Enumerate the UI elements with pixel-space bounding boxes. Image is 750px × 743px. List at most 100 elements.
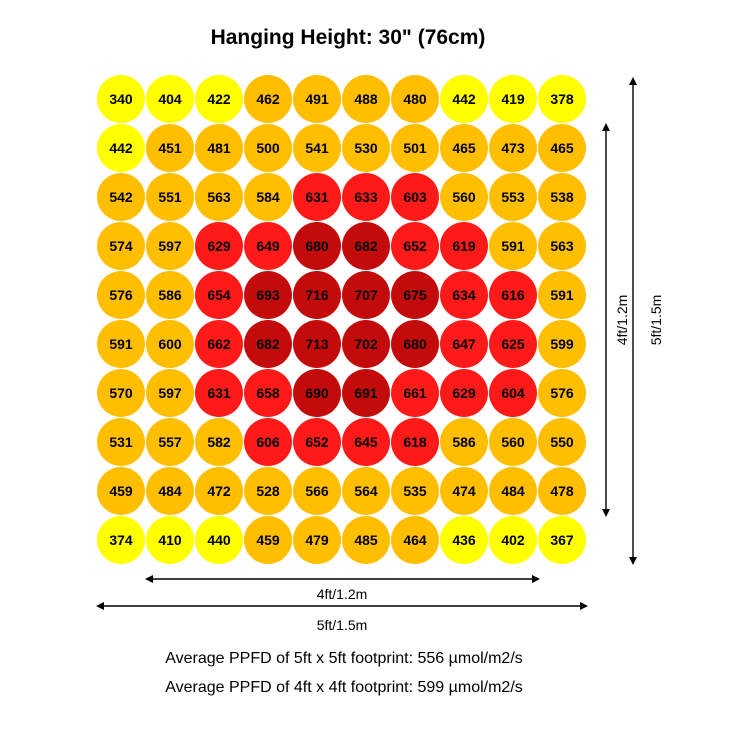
ppfd-cell-circle [146, 124, 194, 172]
ppfd-cell-circle [146, 173, 194, 221]
ppfd-cell-value: 629 [207, 238, 231, 254]
ppfd-cell-value: 603 [403, 189, 427, 205]
ppfd-cell-value: 451 [158, 140, 182, 156]
ppfd-cell-circle [538, 516, 586, 564]
ppfd-cell-circle [489, 173, 537, 221]
ppfd-cell-circle [342, 320, 390, 368]
ppfd-cell-value: 465 [452, 140, 476, 156]
ppfd-cell-circle [293, 467, 341, 515]
ppfd-cell-circle [195, 222, 243, 270]
ppfd-cell-circle [146, 271, 194, 319]
ppfd-cell-value: 465 [550, 140, 574, 156]
ppfd-cell-circle [391, 320, 439, 368]
ppfd-cell-circle [195, 320, 243, 368]
ppfd-cell-circle [342, 369, 390, 417]
average-5ft-footnote: Average PPFD of 5ft x 5ft footprint: 556… [165, 650, 523, 667]
ppfd-cell-value: 564 [354, 483, 378, 499]
ppfd-cell-value: 462 [256, 91, 280, 107]
ppfd-cell-circle [97, 75, 145, 123]
ppfd-cell-circle [195, 271, 243, 319]
ppfd-cell-circle [146, 222, 194, 270]
ppfd-cell-circle [538, 124, 586, 172]
ppfd-cell-value: 597 [158, 385, 182, 401]
ppfd-cell-circle [293, 124, 341, 172]
ppfd-cell-circle [195, 75, 243, 123]
ppfd-cell-value: 576 [550, 385, 574, 401]
ppfd-cell-circle [440, 271, 488, 319]
ppfd-cell-circle [244, 418, 292, 466]
ppfd-cell-circle [195, 467, 243, 515]
inner-vertical-label: 4ft/1.2m [614, 295, 630, 346]
ppfd-cell-value: 604 [501, 385, 525, 401]
ppfd-cell-circle [538, 418, 586, 466]
ppfd-cell-value: 616 [501, 287, 525, 303]
ppfd-cell-value: 713 [305, 336, 329, 352]
ppfd-cell-value: 557 [158, 434, 182, 450]
ppfd-cell-circle [244, 369, 292, 417]
ppfd-cell-circle [195, 173, 243, 221]
ppfd-cell-value: 576 [109, 287, 133, 303]
ppfd-cell-value: 631 [305, 189, 329, 205]
ppfd-cell-value: 550 [550, 434, 574, 450]
ppfd-cell-value: 634 [452, 287, 476, 303]
ppfd-cell-value: 402 [501, 532, 525, 548]
ppfd-cell-circle [293, 222, 341, 270]
ppfd-cell-circle [146, 467, 194, 515]
ppfd-cell-value: 440 [207, 532, 231, 548]
ppfd-cell-circle [391, 369, 439, 417]
ppfd-cell-value: 619 [452, 238, 476, 254]
ppfd-cell-circle [342, 173, 390, 221]
ppfd-cell-circle [440, 222, 488, 270]
ppfd-cell-circle [440, 369, 488, 417]
ppfd-cell-value: 473 [501, 140, 525, 156]
ppfd-cell-value: 442 [109, 140, 133, 156]
ppfd-cell-circle [391, 271, 439, 319]
ppfd-cell-value: 560 [501, 434, 525, 450]
ppfd-cell-value: 716 [305, 287, 329, 303]
ppfd-cell-circle [489, 320, 537, 368]
ppfd-cell-value: 531 [109, 434, 133, 450]
ppfd-cell-circle [391, 222, 439, 270]
ppfd-cell-circle [293, 75, 341, 123]
ppfd-cell-circle [195, 516, 243, 564]
ppfd-cell-circle [293, 320, 341, 368]
ppfd-cell-circle [293, 173, 341, 221]
ppfd-cell-circle [538, 75, 586, 123]
ppfd-cell-value: 680 [305, 238, 329, 254]
ppfd-cell-value: 591 [501, 238, 525, 254]
inner-horizontal-label: 4ft/1.2m [317, 586, 368, 602]
ppfd-cell-value: 563 [207, 189, 231, 205]
ppfd-cell-circle [244, 271, 292, 319]
ppfd-cell-value: 501 [403, 140, 427, 156]
ppfd-cell-value: 645 [354, 434, 378, 450]
ppfd-cell-circle [244, 173, 292, 221]
ppfd-cell-circle [97, 173, 145, 221]
ppfd-cell-value: 340 [109, 91, 133, 107]
ppfd-cell-value: 542 [109, 189, 133, 205]
ppfd-cell-circle [97, 516, 145, 564]
ppfd-cell-value: 591 [550, 287, 574, 303]
ppfd-cell-circle [489, 222, 537, 270]
ppfd-cell-value: 488 [354, 91, 378, 107]
ppfd-cell-circle [489, 418, 537, 466]
ppfd-cell-circle [440, 418, 488, 466]
ppfd-cell-value: 535 [403, 483, 427, 499]
ppfd-cell-circle [244, 467, 292, 515]
ppfd-cell-value: 570 [109, 385, 133, 401]
ppfd-cell-value: 459 [109, 483, 133, 499]
ppfd-cell-circle [391, 173, 439, 221]
ppfd-cell-circle [195, 369, 243, 417]
ppfd-cell-circle [146, 418, 194, 466]
ppfd-cell-value: 436 [452, 532, 476, 548]
ppfd-cell-circle [293, 418, 341, 466]
ppfd-cell-circle [97, 271, 145, 319]
ppfd-cell-value: 652 [403, 238, 427, 254]
ppfd-cell-circle [391, 516, 439, 564]
ppfd-cell-value: 680 [403, 336, 427, 352]
ppfd-cell-value: 480 [403, 91, 427, 107]
ppfd-cell-circle [97, 320, 145, 368]
ppfd-cell-value: 484 [158, 483, 182, 499]
ppfd-cell-value: 606 [256, 434, 280, 450]
ppfd-cell-circle [97, 222, 145, 270]
ppfd-cell-circle [391, 124, 439, 172]
